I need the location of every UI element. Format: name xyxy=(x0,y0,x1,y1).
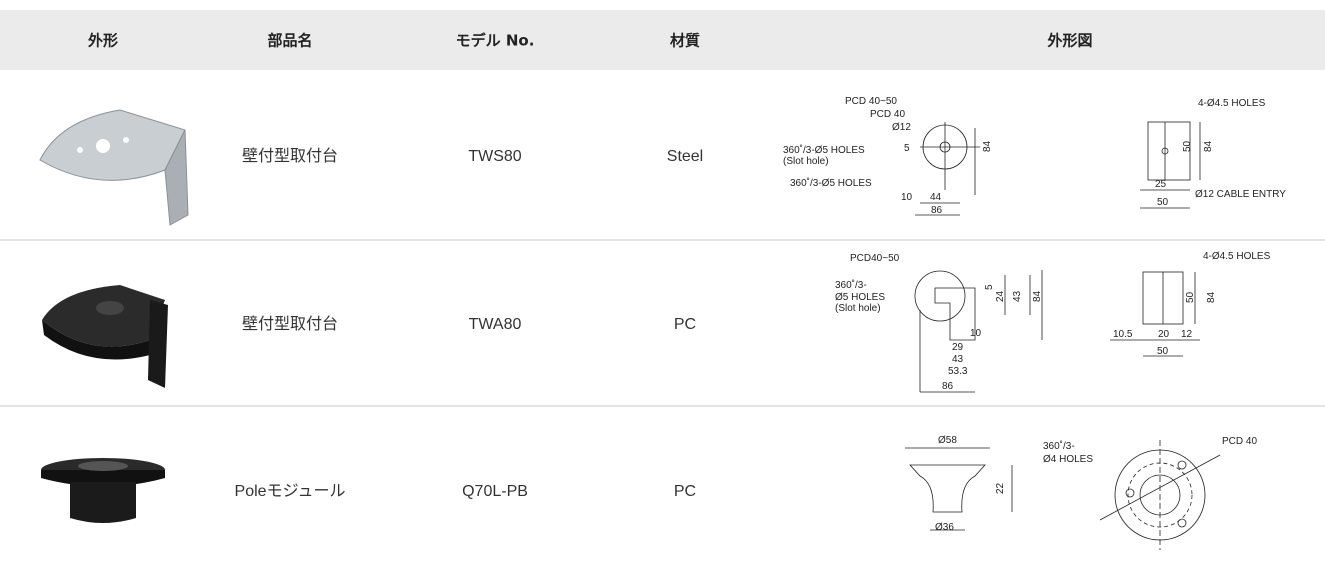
dim-label: 84 xyxy=(1203,140,1214,152)
dim-label: 360˚/3- xyxy=(835,279,867,291)
dim-label: 43 xyxy=(1012,290,1023,302)
dim-label: 12 xyxy=(1181,329,1193,340)
header-cell: モデル No. xyxy=(456,32,535,50)
dim-label: 360˚/3-Ø5 HOLES xyxy=(783,144,865,156)
product-image xyxy=(42,285,168,388)
dim-label: (Slot hole) xyxy=(783,156,829,167)
dim-label: 84 xyxy=(1206,291,1217,303)
part-name: 壁付型取付台 xyxy=(242,146,338,165)
dim-label: 10.5 xyxy=(1113,329,1133,340)
model: TWS80 xyxy=(468,148,521,165)
drawing-labels: PCD 40~50 PCD 40 Ø12 360˚/3-Ø5 HOLES (Sl… xyxy=(783,96,1286,533)
dim-label: 50 xyxy=(1157,197,1169,208)
dim-label: 53.3 xyxy=(948,366,968,377)
dim-label: 4-Ø4.5 HOLES xyxy=(1203,251,1271,262)
product-image xyxy=(39,109,189,226)
dim-label: PCD 40~50 xyxy=(845,96,897,107)
product-image xyxy=(41,458,165,523)
dim-label: Ø4 HOLES xyxy=(1043,454,1093,465)
dim-label: PCD 40 xyxy=(1222,436,1257,447)
dim-label: (Slot hole) xyxy=(835,303,881,314)
dim-label: 50 xyxy=(1157,346,1169,357)
dim-label: 24 xyxy=(995,290,1006,302)
dim-label: 29 xyxy=(952,342,964,353)
header-bg xyxy=(0,10,1325,70)
dim-label: 360˚/3- xyxy=(1043,440,1075,452)
dim-label: 43 xyxy=(952,354,964,365)
dim-label: 84 xyxy=(1032,290,1043,302)
model: TWA80 xyxy=(469,316,522,333)
model: Q70L-PB xyxy=(462,483,528,500)
dim-label: 84 xyxy=(982,140,993,152)
header-cell: 材質 xyxy=(670,32,700,50)
dim-label: 50 xyxy=(1185,291,1196,303)
header-cell: 外形 xyxy=(87,32,118,50)
dim-label: 10 xyxy=(970,328,982,339)
header: 外形 部品名 モデル No. 材質 外形図 xyxy=(87,32,1093,50)
dim-label: 5 xyxy=(984,284,995,290)
dim-label: 20 xyxy=(1158,329,1170,340)
material: Steel xyxy=(667,148,703,165)
part-name: Poleモジュール xyxy=(235,483,346,500)
header-cell: 外形図 xyxy=(1046,32,1092,50)
dim-label: Ø36 xyxy=(935,522,954,533)
dim-label: 10 xyxy=(901,192,913,203)
dim-label: PCD40~50 xyxy=(850,253,900,264)
dim-label: 50 xyxy=(1182,140,1193,152)
header-cell: 部品名 xyxy=(267,32,312,50)
dim-label: 86 xyxy=(942,381,954,392)
dim-label: Ø12 xyxy=(892,122,911,133)
dim-label: Ø58 xyxy=(938,435,957,446)
dim-label: Ø5 HOLES xyxy=(835,292,885,303)
dim-label: 360˚/3-Ø5 HOLES xyxy=(790,177,872,189)
dim-label: 5 xyxy=(904,143,910,154)
dim-label: 44 xyxy=(930,192,942,203)
material: PC xyxy=(674,316,696,333)
dim-label: 4-Ø4.5 HOLES xyxy=(1198,98,1266,109)
dim-label: 86 xyxy=(931,205,943,216)
dim-label: 25 xyxy=(1155,179,1167,190)
dim-label: PCD 40 xyxy=(870,109,905,120)
dim-label: 22 xyxy=(995,482,1006,494)
material: PC xyxy=(674,483,696,500)
part-name: 壁付型取付台 xyxy=(242,314,338,333)
row: 壁付型取付台 TWS80 Steel 壁付型取付台 TWA80 PC Poleモ… xyxy=(235,146,704,500)
row-lines xyxy=(0,239,1325,407)
dim-label: Ø12 CABLE ENTRY xyxy=(1195,189,1286,200)
drawing xyxy=(905,121,1221,550)
